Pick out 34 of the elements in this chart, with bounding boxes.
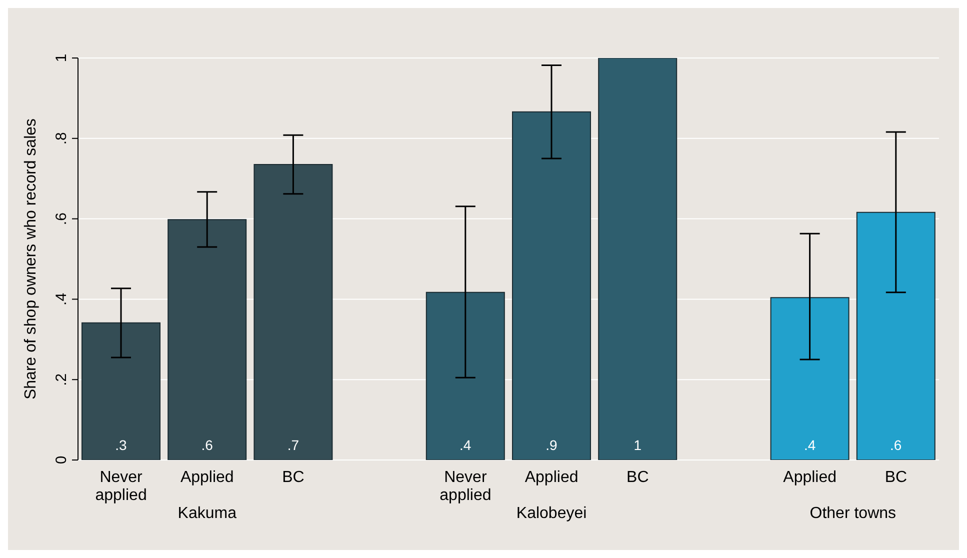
data-label: 1 <box>634 437 642 453</box>
y-tick-label: .8 <box>53 132 70 145</box>
x-tick-label: BC <box>884 469 908 486</box>
data-label: .6 <box>201 437 214 453</box>
bar <box>856 212 936 460</box>
data-label: .4 <box>460 437 472 453</box>
text: Kakuma <box>178 505 237 522</box>
y-tick-label: .6 <box>53 212 70 226</box>
bar <box>770 297 850 460</box>
x-tick-label: Never applied <box>440 469 492 504</box>
y-axis-title: Share of shop owners who record sales <box>22 118 40 400</box>
data-label: .7 <box>287 437 300 453</box>
x-tick-label: BC <box>626 469 649 486</box>
x-tick-label: BC <box>282 469 304 486</box>
data-label: .9 <box>546 437 558 453</box>
bar <box>512 111 591 460</box>
bar <box>82 322 160 460</box>
data-label: .4 <box>804 437 816 453</box>
y-tick-label: 0 <box>53 456 70 464</box>
bar <box>426 292 505 460</box>
y-tick-label: .2 <box>53 373 70 386</box>
y-tick-label: .4 <box>53 292 70 306</box>
bar <box>598 58 678 460</box>
text: Other towns <box>810 505 896 522</box>
data-label: .3 <box>115 437 128 453</box>
x-tick-label: Applied <box>783 469 837 486</box>
text: Kalobeyei <box>516 505 587 522</box>
y-tick-label: 1 <box>53 54 70 62</box>
bar <box>254 164 333 460</box>
x-tick-label: Never applied <box>95 469 147 504</box>
x-tick-label: Applied <box>180 469 234 486</box>
bar <box>168 219 247 460</box>
x-tick-label: Applied <box>524 469 578 486</box>
data-label: .6 <box>890 437 902 453</box>
